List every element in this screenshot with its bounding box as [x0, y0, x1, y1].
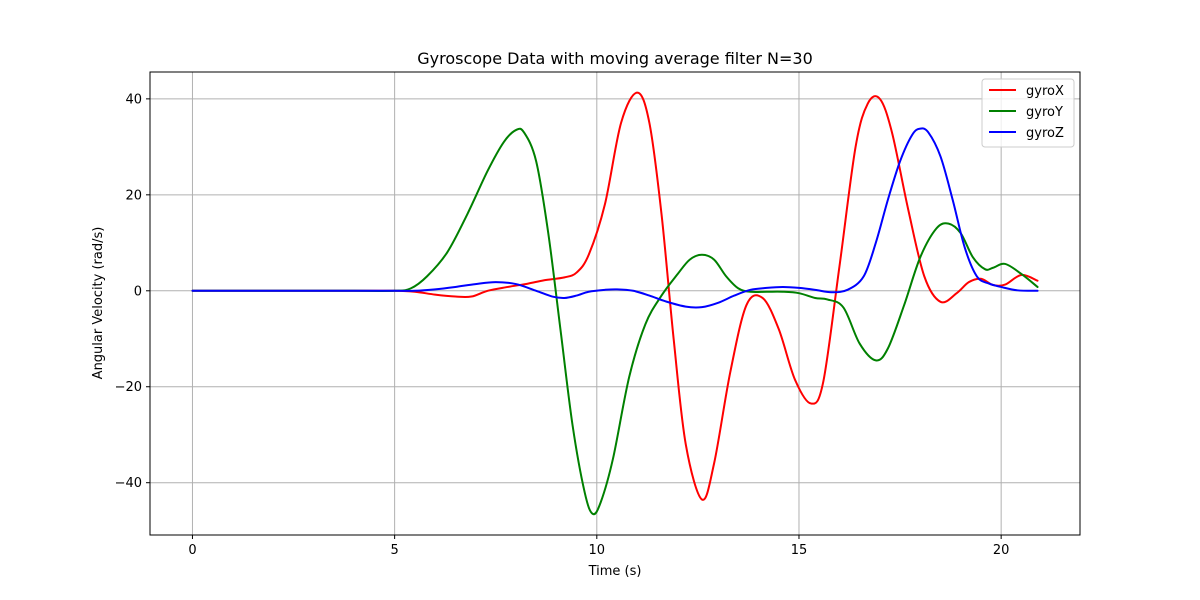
x-axis-label: Time (s)	[588, 564, 642, 579]
legend-box	[981, 78, 1075, 148]
x-tick-label: 0	[188, 543, 196, 558]
x-tick-label: 5	[390, 543, 398, 558]
series-line-gyroy	[191, 127, 1039, 516]
series-line-gyroz	[191, 127, 1039, 309]
x-tick-label: 15	[791, 543, 808, 558]
legend-label-gyroz: gyroZ	[1026, 126, 1064, 141]
legend-label-gyroy: gyroY	[1026, 105, 1063, 120]
series-line-gyrox	[191, 91, 1039, 501]
plot-frame	[149, 71, 1081, 536]
legend-label-gyrox: gyroX	[1026, 84, 1064, 99]
y-tick-label: 0	[134, 284, 142, 299]
y-tick-label: −20	[115, 380, 142, 395]
x-grid	[191, 72, 1002, 535]
x-axis-ticks: 0 5 10 15 20	[188, 535, 1009, 558]
y-axis-ticks: −40 −20 0 20 40	[115, 92, 150, 491]
chart-title: Gyroscope Data with moving average filte…	[417, 49, 813, 68]
legend: gyroX gyroY gyroZ	[981, 78, 1075, 148]
y-tick-label: 40	[125, 92, 142, 107]
x-tick-label: 20	[993, 543, 1010, 558]
series-layer	[191, 91, 1039, 516]
y-tick-label: 20	[125, 188, 142, 203]
y-axis-label: Angular Velocity (rad/s)	[91, 227, 106, 380]
x-tick-label: 10	[589, 543, 606, 558]
y-tick-label: −40	[115, 476, 142, 491]
